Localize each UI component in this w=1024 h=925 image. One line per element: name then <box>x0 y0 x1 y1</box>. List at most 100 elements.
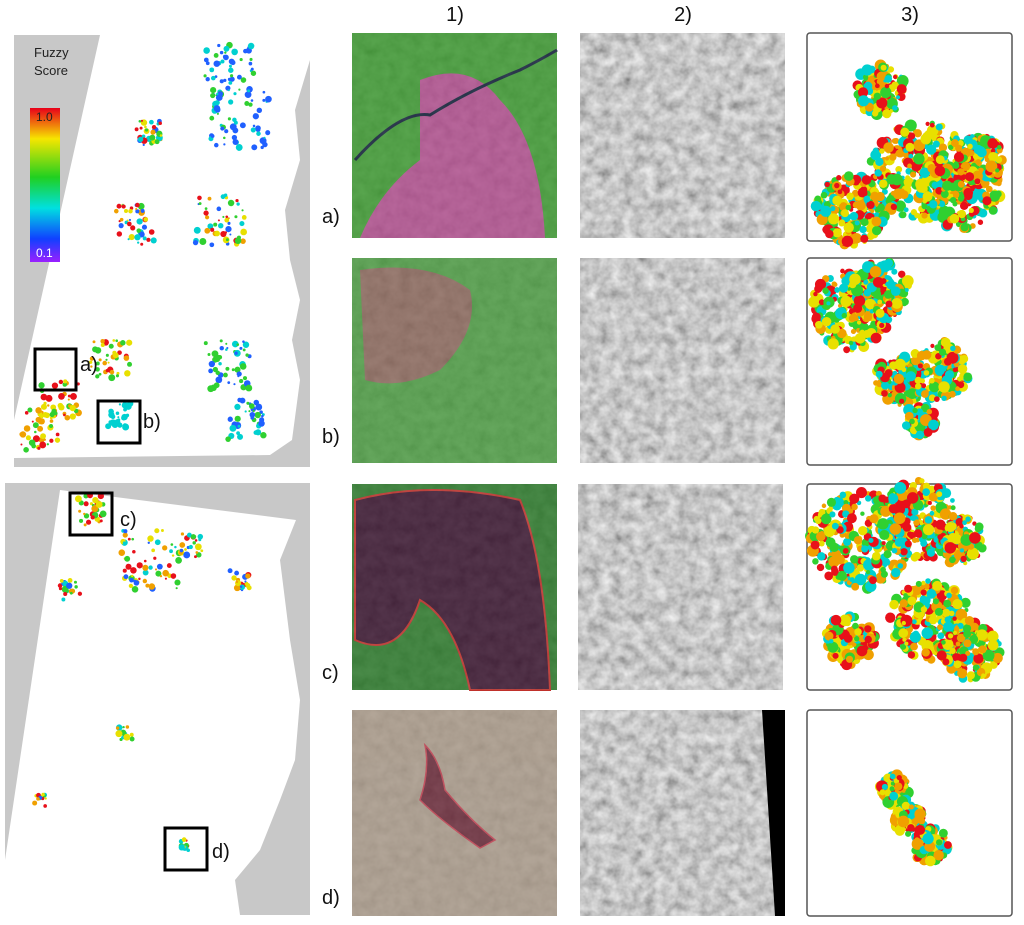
score-patch <box>123 529 128 534</box>
score-patch <box>118 549 126 556</box>
score-patch <box>870 191 880 201</box>
score-patch <box>79 518 84 523</box>
score-patch <box>37 446 41 450</box>
score-patch <box>217 219 220 222</box>
score-patch <box>237 397 242 403</box>
score-patch <box>879 789 886 796</box>
score-patch <box>928 419 939 431</box>
score-patch <box>175 587 178 590</box>
score-patch <box>988 206 998 215</box>
score-patch <box>843 537 852 546</box>
score-patch <box>247 89 251 93</box>
score-patch <box>116 371 120 375</box>
score-patch <box>969 634 979 644</box>
score-patch <box>880 566 886 573</box>
score-patch <box>234 366 241 373</box>
score-patch <box>864 298 874 308</box>
score-patch <box>895 165 903 173</box>
score-patch <box>216 206 222 212</box>
score-patch <box>829 638 834 644</box>
score-patch <box>901 499 911 509</box>
score-patch <box>932 580 943 591</box>
score-patch <box>927 163 937 173</box>
score-patch <box>936 650 947 661</box>
score-patch <box>239 379 244 384</box>
score-patch <box>209 242 215 248</box>
score-patch <box>854 628 862 636</box>
score-patch <box>907 132 916 140</box>
score-patch <box>883 290 893 299</box>
score-patch <box>955 517 964 527</box>
score-patch <box>219 339 223 343</box>
score-patch <box>914 212 920 219</box>
score-patch <box>893 512 906 525</box>
score-patch <box>169 549 173 554</box>
score-patch <box>959 524 964 529</box>
score-patch <box>50 404 57 411</box>
score-patch <box>265 95 272 103</box>
score-patch <box>903 207 909 213</box>
legend-min: 0.1 <box>36 246 53 260</box>
score-patch <box>91 505 99 513</box>
score-patch <box>884 83 890 89</box>
score-patch <box>856 320 862 325</box>
score-patch <box>142 578 148 584</box>
score-patch <box>838 545 843 550</box>
score-patch <box>909 418 915 425</box>
score-patch <box>229 76 235 82</box>
score-patch <box>830 205 836 212</box>
score-patch <box>236 431 240 435</box>
gray-image <box>578 484 783 690</box>
score-patch <box>140 208 145 213</box>
score-patch <box>982 649 995 662</box>
score-patch <box>884 258 894 268</box>
score-patch <box>889 786 895 792</box>
score-patch <box>904 288 909 293</box>
score-patch <box>841 312 847 319</box>
grayscale-images <box>578 33 785 916</box>
score-patch <box>102 360 107 366</box>
score-patch <box>236 74 242 80</box>
score-patch <box>105 358 108 361</box>
score-patch <box>828 556 840 568</box>
score-patch <box>162 569 169 577</box>
score-patch <box>262 98 266 102</box>
score-patch <box>967 143 973 150</box>
score-patch <box>245 573 251 579</box>
score-patch <box>929 377 935 384</box>
score-patch <box>921 212 928 219</box>
score-patch <box>948 512 958 521</box>
score-patch <box>876 71 886 81</box>
colorbar <box>30 108 60 262</box>
score-patch <box>959 548 965 553</box>
score-patch <box>249 57 253 61</box>
score-patch <box>860 218 869 227</box>
score-patch <box>128 208 133 214</box>
score-patch <box>945 522 956 533</box>
score-patch <box>872 551 881 561</box>
score-patch <box>948 355 955 363</box>
score-patch <box>938 143 948 152</box>
score-patch <box>990 148 996 154</box>
score-patch <box>135 207 138 211</box>
score-patch <box>960 354 969 363</box>
score-patch <box>891 567 901 578</box>
score-patch <box>45 394 53 402</box>
score-patch <box>956 633 966 643</box>
score-patch <box>210 93 216 99</box>
score-patch <box>203 210 209 216</box>
score-patch <box>872 147 879 154</box>
score-patch <box>856 645 868 657</box>
score-patch <box>879 179 888 189</box>
score-patch <box>122 532 128 538</box>
score-patch <box>950 586 959 595</box>
score-patch <box>123 355 130 361</box>
score-patch <box>863 279 869 285</box>
score-patch <box>940 337 951 348</box>
score-patch <box>923 427 933 437</box>
map-label: a) <box>80 354 98 376</box>
score-patch <box>921 383 927 389</box>
score-patch <box>968 207 974 213</box>
score-patch <box>99 510 107 518</box>
